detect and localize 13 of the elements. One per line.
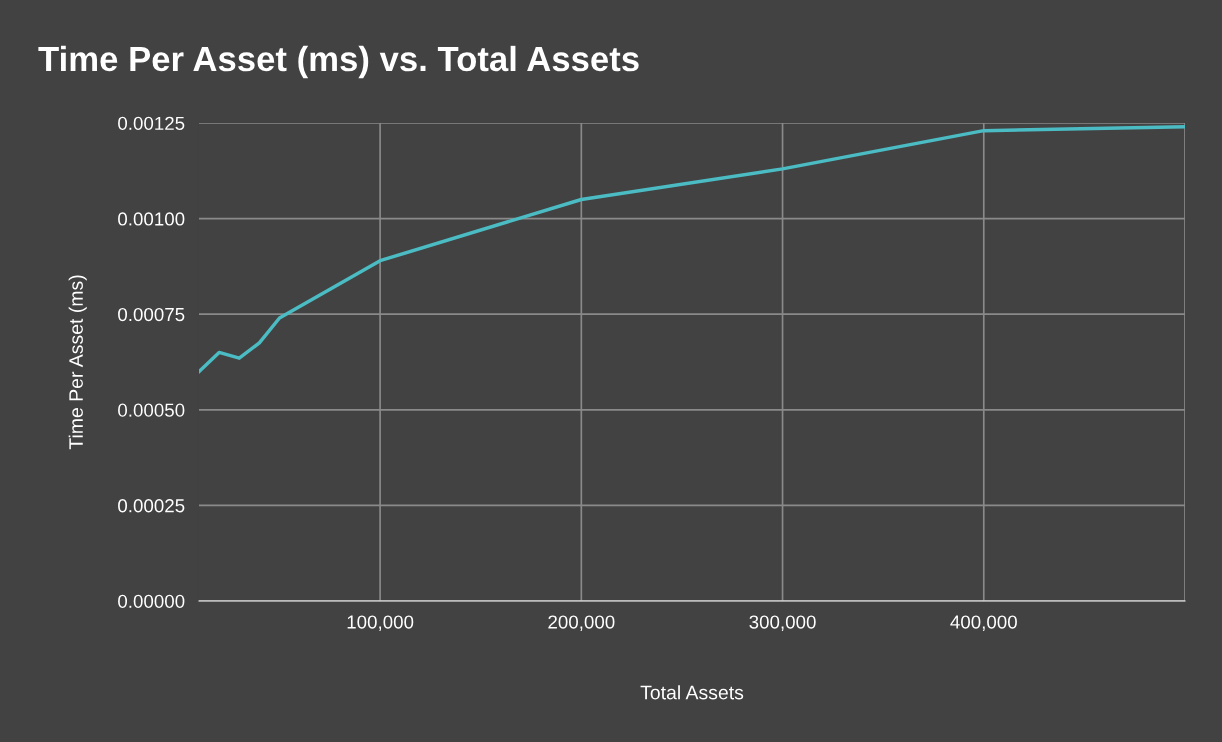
y-tick-label: 0.00075	[118, 307, 185, 322]
x-tick-label: 200,000	[548, 615, 615, 631]
x-tick-label: 100,000	[347, 615, 414, 631]
x-tick-label: 300,000	[749, 615, 816, 631]
x-tick-label: 400,000	[950, 615, 1017, 631]
y-tick-label: 0.00100	[118, 212, 185, 226]
y-tick-label: 0.00025	[118, 499, 185, 513]
y-axis-title: Time Per Asset (ms)	[68, 275, 87, 450]
y-tick-label: 0.00050	[118, 403, 185, 417]
x-axis-title: Total Assets	[640, 685, 744, 700]
y-tick-label: 0.00000	[118, 594, 185, 608]
y-tick-label: 0.00125	[118, 116, 185, 130]
chart-title: Time Per Asset (ms) vs. Total Assets	[38, 45, 639, 79]
